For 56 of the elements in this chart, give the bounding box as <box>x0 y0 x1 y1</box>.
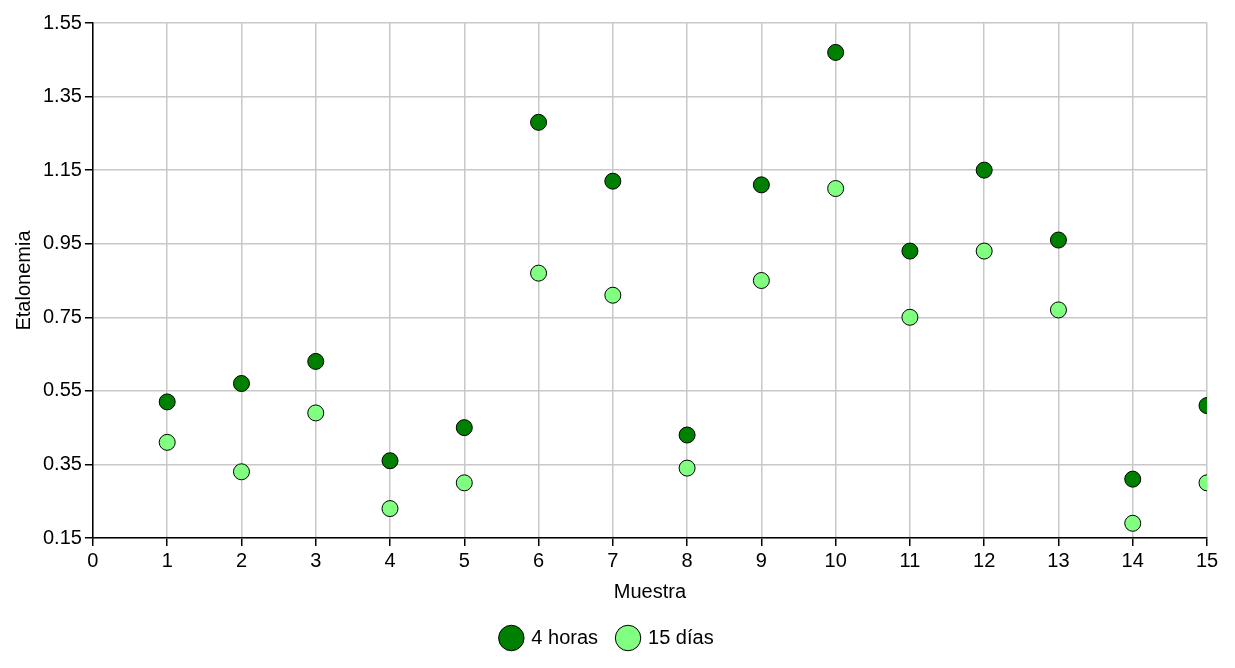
y-tick-label: 0.55 <box>42 378 82 401</box>
point <box>975 161 993 179</box>
point <box>307 352 325 370</box>
x-tick-label: 15 <box>1195 548 1219 571</box>
x-tick-label: 0 <box>87 548 99 571</box>
x-tick-label: 10 <box>824 548 847 571</box>
point <box>381 452 399 470</box>
y-tick-label: 0.75 <box>42 304 82 327</box>
x-tick-label: 3 <box>310 548 322 571</box>
y-axis-title: Etalonemia <box>11 229 34 331</box>
point <box>752 176 770 194</box>
point <box>827 43 845 61</box>
x-axis-title: Muestra <box>613 579 687 602</box>
x-tick-label: 8 <box>681 548 693 571</box>
point <box>678 459 696 477</box>
y-tick-label: 0.15 <box>42 525 82 548</box>
point <box>232 463 250 481</box>
point <box>975 242 993 260</box>
point <box>678 426 696 444</box>
x-tick-label: 6 <box>532 548 545 571</box>
x-tick-label: 13 <box>1047 548 1070 571</box>
x-tick-label: 14 <box>1121 548 1144 571</box>
y-tick-label: 0.35 <box>42 451 82 474</box>
point <box>530 113 548 131</box>
point <box>604 172 622 190</box>
y-tick-label: 1.55 <box>42 10 82 33</box>
y-tick-label: 1.35 <box>42 84 82 107</box>
x-tick-label: 2 <box>235 548 248 571</box>
point <box>1124 470 1142 488</box>
point <box>158 393 176 411</box>
point <box>530 264 548 282</box>
point <box>901 242 919 260</box>
point <box>827 180 845 198</box>
point <box>752 272 770 289</box>
point <box>232 375 250 392</box>
x-tick-label: 7 <box>607 548 619 571</box>
point <box>455 419 473 437</box>
point <box>1124 514 1142 532</box>
point <box>604 286 622 304</box>
x-tick-label: 1 <box>161 548 173 571</box>
legend-label: 15 días <box>648 625 714 648</box>
x-tick-label: 5 <box>458 548 470 571</box>
y-tick-label: 0.95 <box>42 231 82 254</box>
x-tick-label: 4 <box>384 548 396 571</box>
point <box>1049 231 1067 249</box>
point <box>158 433 176 451</box>
point <box>1049 301 1067 319</box>
y-tick-label: 1.15 <box>42 157 82 180</box>
point <box>455 474 473 492</box>
x-tick-label: 11 <box>899 548 921 571</box>
legend-label: 4 horas <box>531 625 599 648</box>
point <box>307 404 325 422</box>
x-tick-label: 12 <box>973 548 996 571</box>
point <box>381 500 399 518</box>
x-tick-label: 9 <box>755 548 767 571</box>
point <box>901 308 919 326</box>
